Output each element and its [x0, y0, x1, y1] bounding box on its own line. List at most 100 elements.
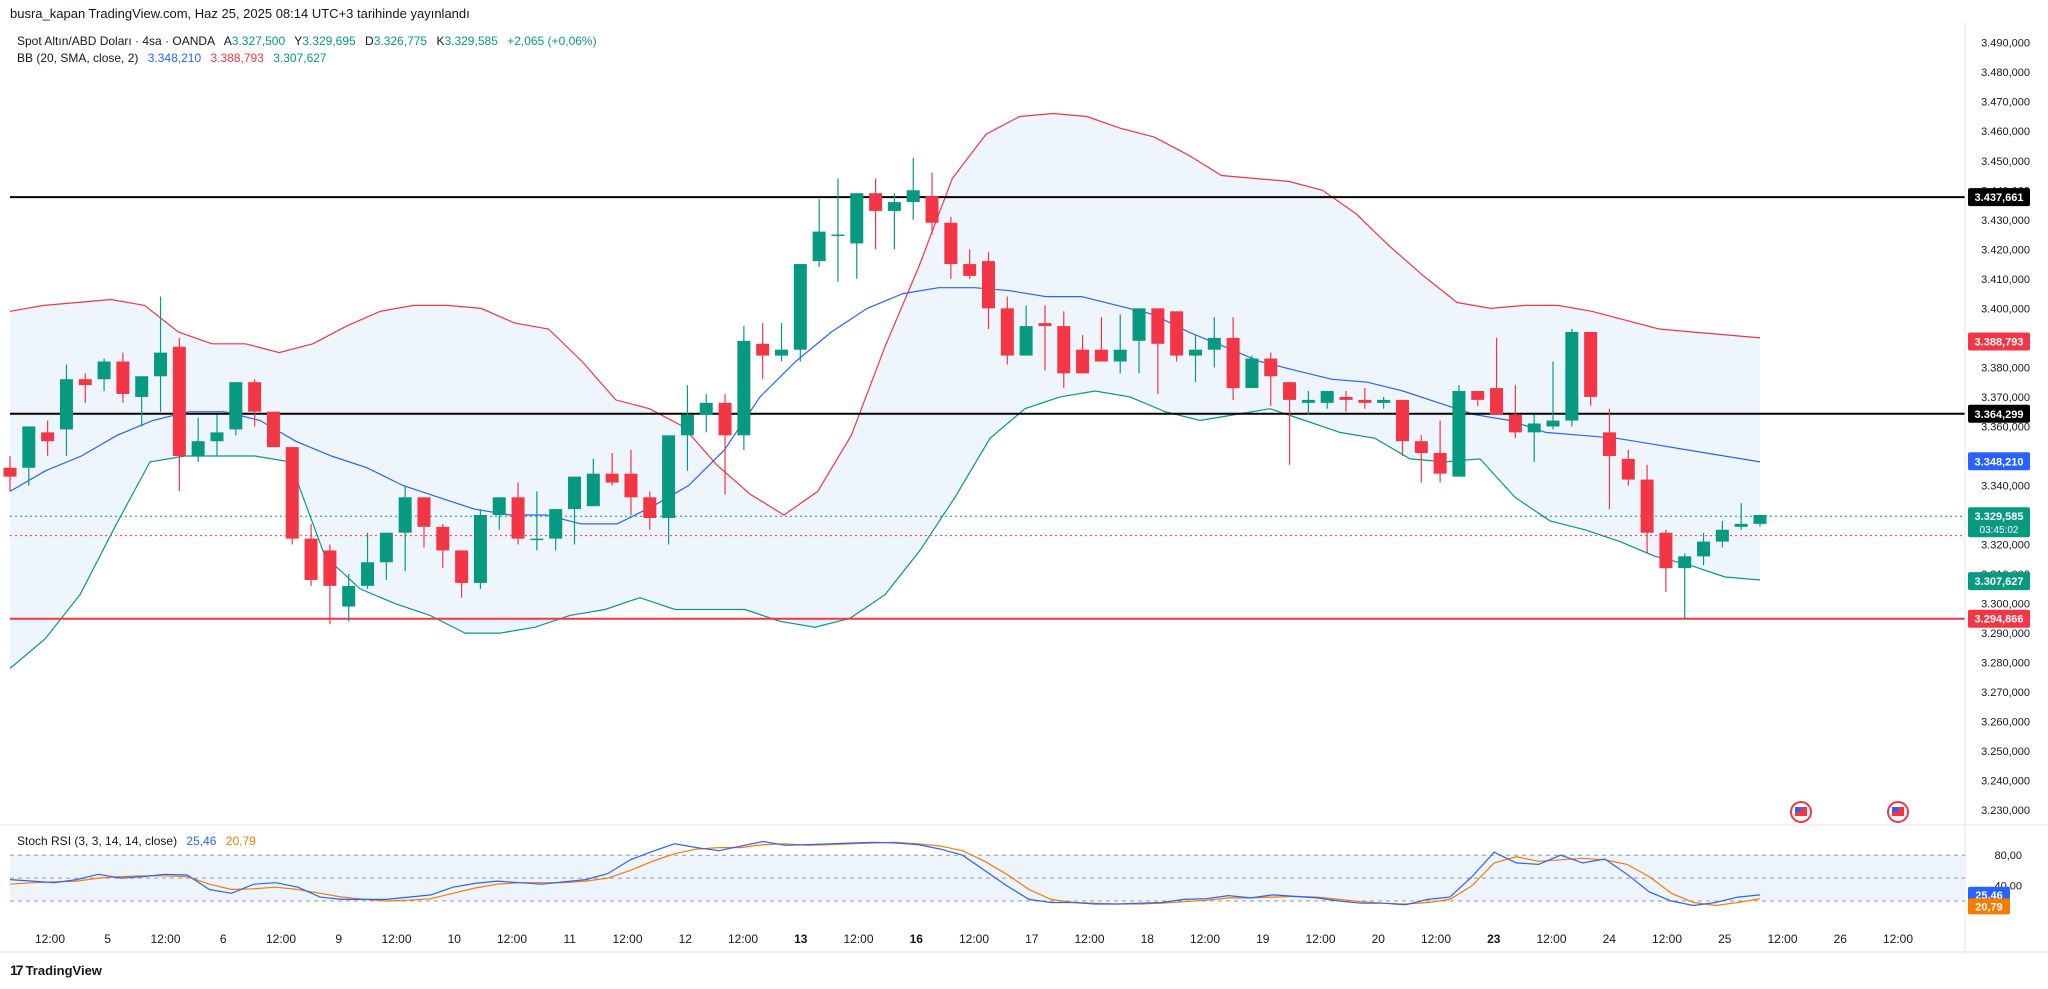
- candle-body: [605, 473, 619, 483]
- candle: [963, 249, 977, 279]
- time-tick-label: 12:00: [1190, 932, 1220, 946]
- time-tick-label: 12:00: [1767, 932, 1797, 946]
- candle-body: [1283, 382, 1297, 400]
- candle: [925, 172, 939, 235]
- candle-body: [624, 473, 638, 498]
- candle: [191, 417, 205, 462]
- candle-body: [135, 376, 149, 397]
- price-tick-label: 3.370,000: [1981, 392, 2030, 404]
- candle: [361, 532, 375, 589]
- time-tick-label: 12:00: [1652, 932, 1682, 946]
- price-tick-label: 3.240,000: [1981, 776, 2030, 788]
- event-flags[interactable]: [1790, 801, 1909, 823]
- candle: [1584, 331, 1598, 406]
- candle: [1188, 334, 1202, 383]
- bb-lines-layer: [9, 112, 1761, 669]
- candle: [1038, 305, 1052, 371]
- candle-body: [323, 550, 337, 586]
- candle-body: [1132, 308, 1146, 341]
- price-badge-label: 3.437,661: [1975, 192, 2024, 204]
- candle-body: [775, 349, 789, 356]
- candle-body: [210, 432, 224, 442]
- time-tick-label: 12:00: [959, 932, 989, 946]
- candle-body: [1264, 358, 1278, 377]
- price-tick-label: 3.480,000: [1981, 67, 2030, 79]
- candle-body: [1094, 349, 1108, 362]
- candle: [699, 393, 713, 433]
- candle-body: [1640, 479, 1654, 533]
- candle-body: [266, 411, 280, 448]
- price-badge-label: 3.364,299: [1975, 409, 2024, 421]
- time-tick-label: 20: [1372, 932, 1386, 946]
- candle-body: [473, 515, 487, 583]
- candle-body: [793, 264, 807, 350]
- time-tick-label: 10: [448, 932, 462, 946]
- candle-body: [1565, 331, 1579, 421]
- candle: [530, 491, 544, 551]
- price-badge: 3.307,627: [1968, 572, 2030, 591]
- tradingview-logo-text: TradingView: [25, 962, 102, 978]
- candle-body: [680, 414, 694, 436]
- candle-body: [1433, 453, 1447, 474]
- us-event-flag-icon[interactable]: [1887, 801, 1909, 823]
- candle: [944, 216, 958, 279]
- price-badge-bg: [1968, 452, 2030, 471]
- candle: [492, 497, 506, 530]
- candle-body: [1753, 515, 1767, 524]
- bb-upper-value: 3.388,793: [210, 51, 264, 65]
- candle: [869, 178, 883, 250]
- stoch-badge: 20,79: [1968, 898, 2010, 915]
- candle-body: [850, 193, 864, 244]
- candle-body: [398, 497, 412, 533]
- candle: [41, 420, 55, 456]
- candle-body: [812, 231, 826, 262]
- candle-body: [662, 435, 676, 518]
- tradingview-logo[interactable]: 17 TradingView: [10, 962, 102, 978]
- price-tick-label: 3.280,000: [1981, 658, 2030, 670]
- candle: [1678, 553, 1692, 619]
- us-event-flag-icon[interactable]: [1790, 801, 1812, 823]
- candle: [1490, 337, 1504, 415]
- candle: [379, 532, 393, 580]
- price-badge: 3.388,793: [1968, 332, 2030, 351]
- candle: [1113, 314, 1127, 374]
- bb-lower-line: [9, 390, 1761, 669]
- candle-body: [1170, 311, 1184, 356]
- open-value: 3.327,500: [231, 34, 286, 48]
- candle-body: [1471, 391, 1485, 400]
- price-tick-label: 3.360,000: [1981, 421, 2030, 433]
- candle-body: [1226, 337, 1240, 389]
- candle: [436, 523, 450, 569]
- candle-body: [492, 497, 506, 516]
- time-tick-label: 26: [1834, 932, 1848, 946]
- close-value: 3.329,585: [444, 34, 498, 48]
- time-tick-label: 12: [679, 932, 693, 946]
- candle-body: [718, 402, 732, 436]
- time-tick-label: 11: [564, 932, 577, 946]
- close-label: K: [436, 34, 445, 48]
- candle: [3, 455, 17, 492]
- time-tick-label: 12:00: [497, 932, 527, 946]
- symbol-legend: Spot Altın/ABD Doları · 4sa · OANDA A3.3…: [17, 34, 597, 48]
- open-label: A: [223, 34, 232, 48]
- candle-body: [59, 379, 73, 430]
- candle: [643, 491, 657, 530]
- time-axis[interactable]: 12:00 5 12:00 6 12:00 9 12:00 10 12:00 11 12:00 12 1…: [0, 932, 2048, 953]
- candle: [737, 326, 751, 451]
- candle-body: [379, 532, 393, 563]
- price-axis[interactable]: 3.230,000 3.240,000 3.250,000 3.260,000 3.27…: [1964, 22, 2030, 955]
- candle: [210, 414, 224, 456]
- candle-body: [78, 379, 92, 386]
- candle: [981, 252, 995, 330]
- price-badge: 3.437,661: [1968, 188, 2030, 207]
- price-badge-label: 3.348,210: [1975, 456, 2024, 468]
- candle-body: [229, 382, 243, 430]
- bb-legend: BB (20, SMA, close, 2) 3.348,210 3.388,7…: [17, 51, 327, 65]
- candle: [473, 509, 487, 589]
- price-badge-bg: [1968, 507, 2030, 538]
- candle: [1170, 311, 1184, 362]
- candle-body: [963, 264, 977, 276]
- candle: [1697, 532, 1711, 566]
